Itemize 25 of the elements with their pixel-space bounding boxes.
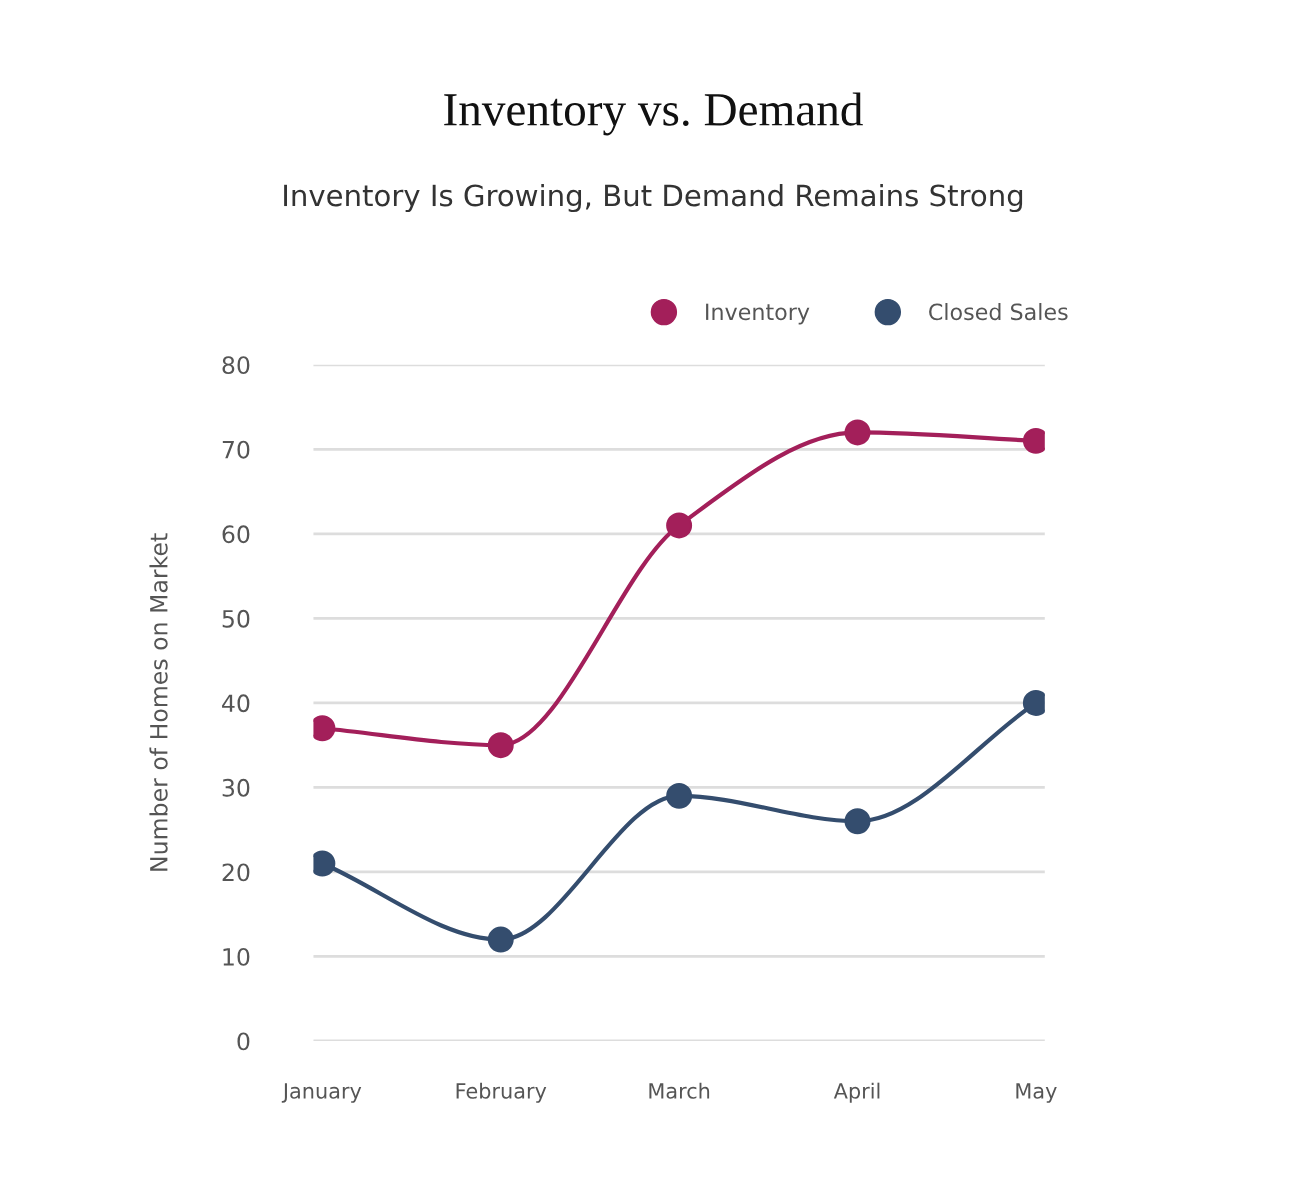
legend-label: Inventory: [706, 303, 810, 325]
point: [666, 782, 693, 809]
point: [487, 732, 514, 759]
x-tick-label: May: [1016, 1083, 1057, 1103]
point: [844, 419, 871, 446]
chart-subtitle: Inventory Is Growing, But Demand Remains Strong: [284, 183, 1023, 213]
y-tick-label: 10: [223, 947, 250, 966]
y-tick-label: 70: [222, 440, 250, 459]
y-tick-label: 50: [222, 609, 250, 628]
y-axis-title: Number of Homes on Market: [149, 533, 168, 871]
chart-title: Inventory vs. Demand: [444, 92, 863, 136]
x-tick-label: January: [281, 1083, 362, 1103]
y-tick-label: 40: [222, 694, 250, 713]
y-tick-label: 60: [222, 525, 250, 544]
x-tick-label: February: [456, 1082, 547, 1103]
point: [844, 808, 871, 835]
y-tick-label: 0: [237, 1032, 250, 1051]
y-tick-label: 80: [222, 356, 250, 375]
x-tick-label: March: [649, 1082, 710, 1099]
point: [487, 926, 514, 953]
legend-label: Closed Sales: [929, 303, 1068, 321]
y-tick-label: 20: [222, 863, 250, 882]
y-tick-label: 30: [222, 778, 250, 797]
point: [666, 512, 693, 539]
x-tick-label: April: [833, 1082, 880, 1103]
